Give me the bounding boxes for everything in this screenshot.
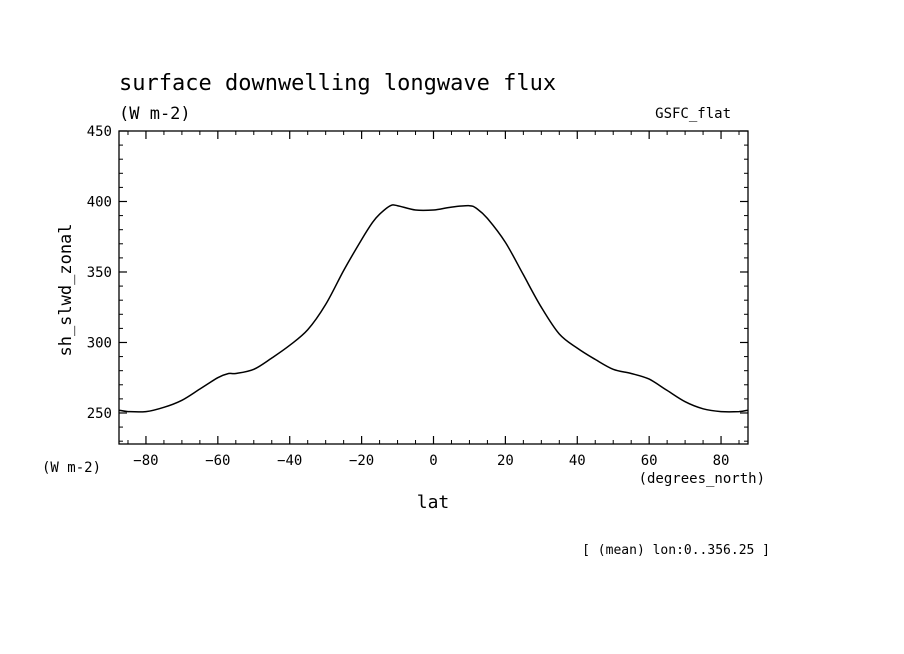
- x-tick-label: 20: [497, 453, 514, 469]
- chart-units: (W m-2): [119, 104, 191, 124]
- y-tick-label: 350: [87, 265, 112, 281]
- x-axis-label: lat: [417, 492, 450, 513]
- y-tick-labels: 250 300 350 400 450: [87, 124, 112, 422]
- x-tick-label: −20: [349, 453, 374, 469]
- x-axis-units: (degrees_north): [639, 471, 765, 487]
- axis-ticks: [119, 130, 748, 444]
- x-tick-label: 60: [641, 453, 658, 469]
- x-tick-label: 0: [429, 453, 437, 469]
- y-tick-label: 300: [87, 335, 112, 351]
- x-tick-label: −60: [205, 453, 230, 469]
- x-tick-label: −40: [277, 453, 302, 469]
- chart-title: surface downwelling longwave flux: [119, 71, 556, 96]
- x-tick-labels: −80 −60 −40 −20 0 20 40 60 80: [133, 453, 729, 469]
- dataset-label: GSFC_flat: [655, 106, 731, 122]
- footnote: [ (mean) lon:0..356.25 ]: [582, 543, 770, 558]
- y-tick-label: 250: [87, 406, 112, 422]
- x-tick-label: −80: [133, 453, 158, 469]
- x-tick-label: 40: [569, 453, 586, 469]
- plot-frame: [118, 130, 749, 445]
- y-axis-label: sh_slwd_zonal: [56, 223, 76, 356]
- y-tick-label: 400: [87, 194, 112, 210]
- x-tick-label: 80: [713, 453, 730, 469]
- y-tick-label: 450: [87, 124, 112, 140]
- y-axis-units: (W m-2): [42, 460, 101, 476]
- series-line: [118, 204, 749, 413]
